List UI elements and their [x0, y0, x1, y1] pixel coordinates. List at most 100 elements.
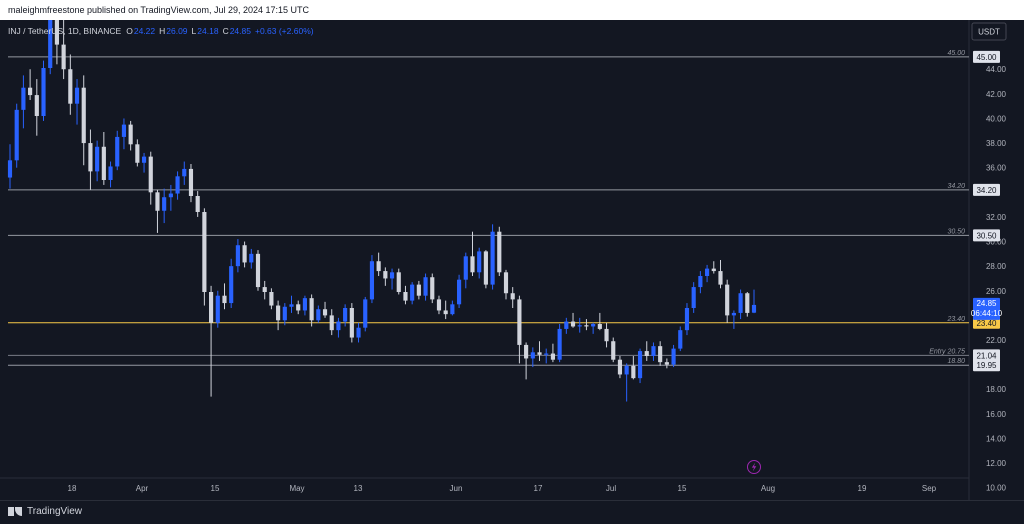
candle — [155, 189, 160, 233]
candle — [343, 304, 348, 327]
candle — [524, 342, 529, 380]
x-tick-label: 13 — [354, 484, 363, 493]
x-tick-label: Jul — [606, 484, 616, 493]
y-tick-label: 42.00 — [986, 90, 1007, 99]
x-tick-label: 19 — [858, 484, 867, 493]
candle — [557, 324, 562, 363]
candlestick-chart[interactable]: 45.00 34.20 30.50 23.40 Entry 20.75 18.80 INJ… — [0, 20, 1024, 500]
candle — [282, 303, 287, 326]
candle — [389, 268, 395, 290]
candle — [74, 79, 80, 125]
candle — [68, 54, 73, 115]
candle — [457, 274, 462, 308]
candle — [550, 343, 555, 363]
currency-label: USDT — [978, 28, 1000, 37]
candle — [182, 161, 187, 185]
publisher-text: maleighmfreestone published on TradingVi… — [8, 5, 310, 15]
candle — [141, 152, 147, 173]
ohlc-key: L — [192, 26, 197, 36]
x-tick-label: Aug — [761, 484, 775, 493]
candle — [14, 103, 19, 168]
x-tick-label: Apr — [136, 484, 149, 493]
candle — [450, 300, 455, 316]
ohlc-value: 24.18 — [197, 26, 219, 36]
publisher-bar: maleighmfreestone published on TradingVi… — [0, 0, 1024, 20]
candle — [383, 267, 388, 286]
y-tick-label: 26.00 — [986, 287, 1007, 296]
candle — [34, 79, 39, 136]
candle — [276, 300, 281, 331]
level-price-tag: 34.20 — [973, 183, 1000, 196]
candle — [544, 348, 549, 364]
candle — [624, 363, 629, 402]
candle — [28, 69, 33, 100]
candle — [430, 273, 435, 304]
candle — [463, 252, 468, 289]
candle — [577, 317, 582, 333]
level-tag-text: 30.50 — [976, 231, 997, 240]
y-tick-label: 44.00 — [986, 65, 1007, 74]
candle — [637, 348, 643, 384]
candle — [396, 268, 401, 295]
candle — [698, 271, 703, 294]
candle — [88, 129, 93, 190]
candle — [584, 319, 589, 331]
candle — [162, 188, 167, 224]
lightning-icon[interactable] — [747, 460, 761, 474]
ohlc-key: C — [223, 26, 229, 36]
candle — [644, 341, 649, 361]
ohlc-value: 26.09 — [166, 26, 188, 36]
candle — [322, 301, 328, 318]
level-label: 34.20 — [947, 183, 965, 190]
candle — [537, 341, 542, 361]
level-price-tag: 45.00 — [973, 50, 1000, 63]
candle — [711, 261, 716, 274]
x-tick-label: Sep — [922, 484, 937, 493]
x-tick-label: 17 — [534, 484, 543, 493]
legend: INJ / TetherUS, 1D, BINANCE O 24.22 H 26.09… — [8, 26, 314, 36]
tradingview-logo[interactable]: TradingView — [8, 506, 82, 517]
candle — [54, 20, 59, 65]
candle — [41, 60, 46, 121]
candle — [436, 295, 442, 315]
candle — [483, 250, 488, 289]
candle — [101, 132, 106, 185]
level-price-tag: 30.50 — [973, 229, 1000, 242]
y-tick-label: 14.00 — [986, 434, 1007, 443]
candle — [617, 356, 623, 379]
candle — [564, 317, 569, 334]
candle — [510, 287, 515, 308]
candle — [255, 250, 261, 291]
candle — [530, 347, 535, 368]
y-tick-label: 40.00 — [986, 114, 1007, 123]
y-tick-label: 30.00 — [986, 238, 1007, 247]
candle — [249, 248, 254, 269]
horizontal-levels: 45.00 34.20 30.50 23.40 Entry 20.75 18.80 — [8, 50, 969, 366]
candle — [745, 292, 750, 317]
level-tag-text: 34.20 — [976, 186, 997, 195]
candle — [738, 289, 743, 320]
candle — [651, 342, 656, 361]
candle — [490, 224, 495, 290]
candle — [296, 300, 301, 315]
ohlc-value: 24.85 — [230, 26, 252, 36]
candle — [604, 322, 609, 348]
level-tag-text: 19.95 — [976, 361, 997, 370]
candle — [195, 191, 200, 217]
candle — [229, 258, 234, 308]
candle — [678, 326, 683, 352]
candle — [316, 305, 321, 323]
x-tick-label: Jun — [450, 484, 463, 493]
candle — [497, 226, 502, 276]
candle — [410, 282, 415, 305]
candle — [148, 151, 153, 205]
ohlc-key: O — [126, 26, 133, 36]
y-tick-label: 36.00 — [986, 164, 1007, 173]
candle — [21, 75, 26, 129]
candle — [235, 239, 240, 273]
currency-button[interactable]: USDT — [971, 22, 1007, 41]
candle — [209, 285, 214, 397]
candle — [631, 356, 636, 380]
